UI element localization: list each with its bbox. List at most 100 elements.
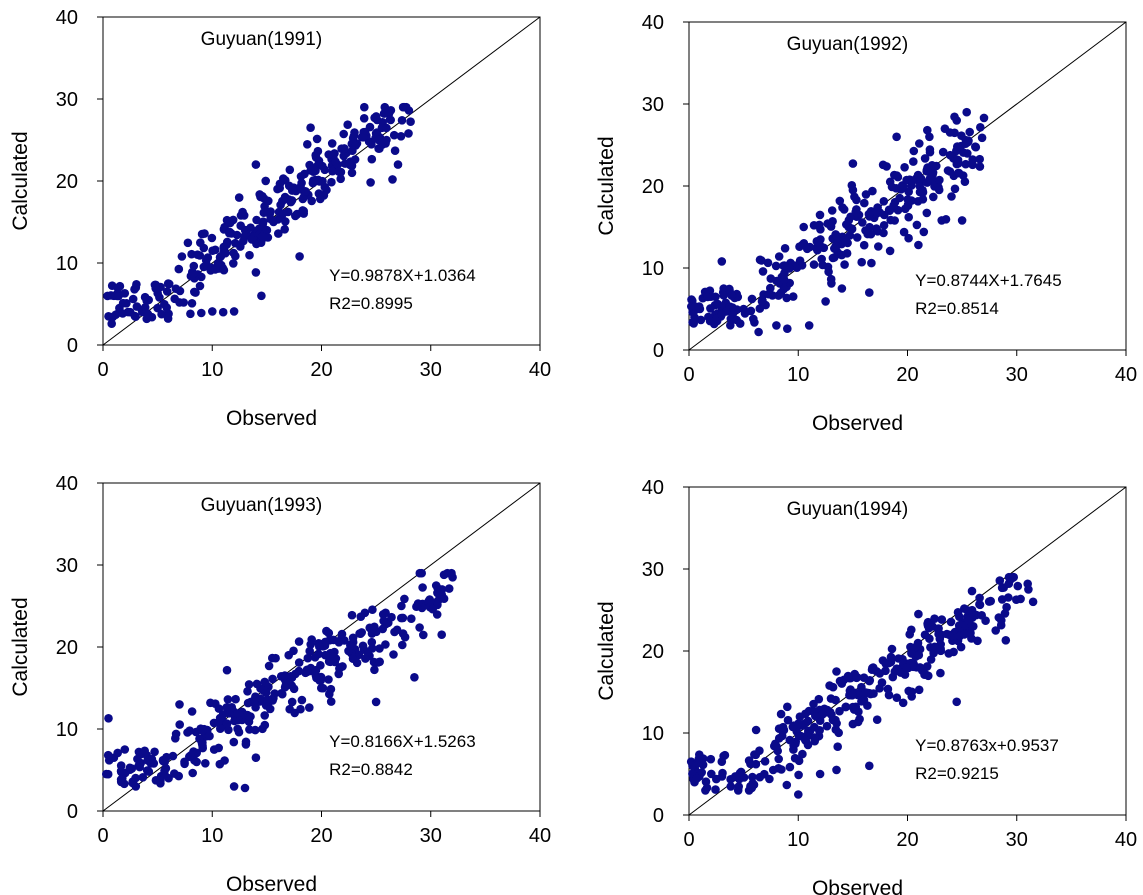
data-point <box>764 289 773 299</box>
x-tick-label: 0 <box>97 359 108 381</box>
data-point <box>719 751 728 761</box>
data-point <box>909 146 919 156</box>
data-point <box>867 258 876 268</box>
data-point <box>907 625 916 635</box>
data-point <box>1024 585 1033 594</box>
data-point <box>321 637 330 647</box>
data-point <box>140 746 149 756</box>
data-point <box>794 756 804 766</box>
data-point <box>437 630 447 639</box>
data-point <box>114 291 123 301</box>
data-point <box>196 238 205 247</box>
data-point <box>334 167 344 176</box>
y-axis-title: Calculated <box>9 597 32 696</box>
data-point <box>281 217 290 226</box>
y-tick-label: 0 <box>653 340 664 362</box>
data-point <box>188 269 198 279</box>
data-point <box>726 321 735 330</box>
x-tick-label: 10 <box>201 359 223 381</box>
data-point <box>779 261 789 270</box>
data-point <box>294 637 304 646</box>
data-point <box>690 302 700 311</box>
data-point <box>814 238 824 248</box>
data-point <box>264 196 273 206</box>
data-point <box>703 292 712 302</box>
data-point <box>922 208 932 218</box>
data-point <box>936 646 946 656</box>
data-point <box>280 192 290 202</box>
data-point <box>168 751 178 761</box>
y-tick-label: 20 <box>56 171 78 193</box>
data-point <box>925 174 935 183</box>
data-point <box>417 568 427 578</box>
data-point <box>883 684 893 694</box>
r-squared-label: R2=0.9215 <box>915 764 999 783</box>
data-point <box>858 218 867 227</box>
data-point <box>241 737 251 747</box>
data-point <box>327 139 337 148</box>
scatter-series <box>102 568 457 793</box>
data-point <box>285 165 295 175</box>
data-point <box>962 107 971 117</box>
data-point <box>371 697 381 707</box>
data-point <box>140 303 150 312</box>
data-point <box>367 629 377 638</box>
y-tick-label: 0 <box>67 335 78 357</box>
data-point <box>299 206 309 216</box>
data-point <box>889 201 898 210</box>
data-point <box>847 691 857 700</box>
data-point <box>809 260 819 269</box>
data-point <box>975 593 984 603</box>
data-point <box>777 765 786 774</box>
data-point <box>388 175 397 184</box>
data-point <box>885 246 895 256</box>
data-point <box>358 641 368 651</box>
data-point <box>961 159 970 169</box>
data-point <box>713 299 723 309</box>
data-point <box>849 705 859 714</box>
data-point <box>190 287 199 297</box>
data-point <box>1000 609 1010 618</box>
data-point <box>157 309 166 319</box>
y-tick-label: 30 <box>642 94 664 116</box>
data-point <box>348 146 357 155</box>
data-point <box>301 668 310 678</box>
r-squared-label: R2=0.8995 <box>329 294 413 313</box>
data-point <box>348 133 358 143</box>
data-point <box>934 185 944 195</box>
data-point <box>755 304 765 313</box>
data-point <box>324 628 334 638</box>
data-point <box>918 195 928 204</box>
data-point <box>180 757 189 767</box>
data-point <box>251 160 261 169</box>
data-point <box>259 217 268 226</box>
data-point <box>810 736 819 746</box>
data-point <box>447 568 456 578</box>
data-point <box>266 207 275 216</box>
data-point <box>795 712 805 721</box>
data-point <box>298 194 308 204</box>
data-point <box>234 727 244 737</box>
data-point <box>692 774 702 783</box>
data-point <box>847 181 857 190</box>
data-point <box>177 252 187 261</box>
data-point <box>278 209 288 218</box>
data-point <box>827 206 837 215</box>
data-point <box>397 601 406 611</box>
chart-title: Guyuan(1993) <box>201 495 322 516</box>
data-point <box>398 640 407 650</box>
data-point <box>198 726 207 735</box>
data-point <box>776 709 786 719</box>
data-point <box>802 244 812 254</box>
data-point <box>751 759 761 769</box>
data-point <box>967 586 977 596</box>
data-point <box>776 288 786 298</box>
data-point <box>289 646 298 656</box>
data-point <box>890 170 899 180</box>
data-point <box>215 713 225 723</box>
regression-equation: Y=0.9878X+1.0364 <box>329 266 476 285</box>
y-tick-label: 40 <box>56 7 78 29</box>
data-point <box>874 242 883 251</box>
data-point <box>707 769 716 779</box>
data-point <box>370 665 379 675</box>
